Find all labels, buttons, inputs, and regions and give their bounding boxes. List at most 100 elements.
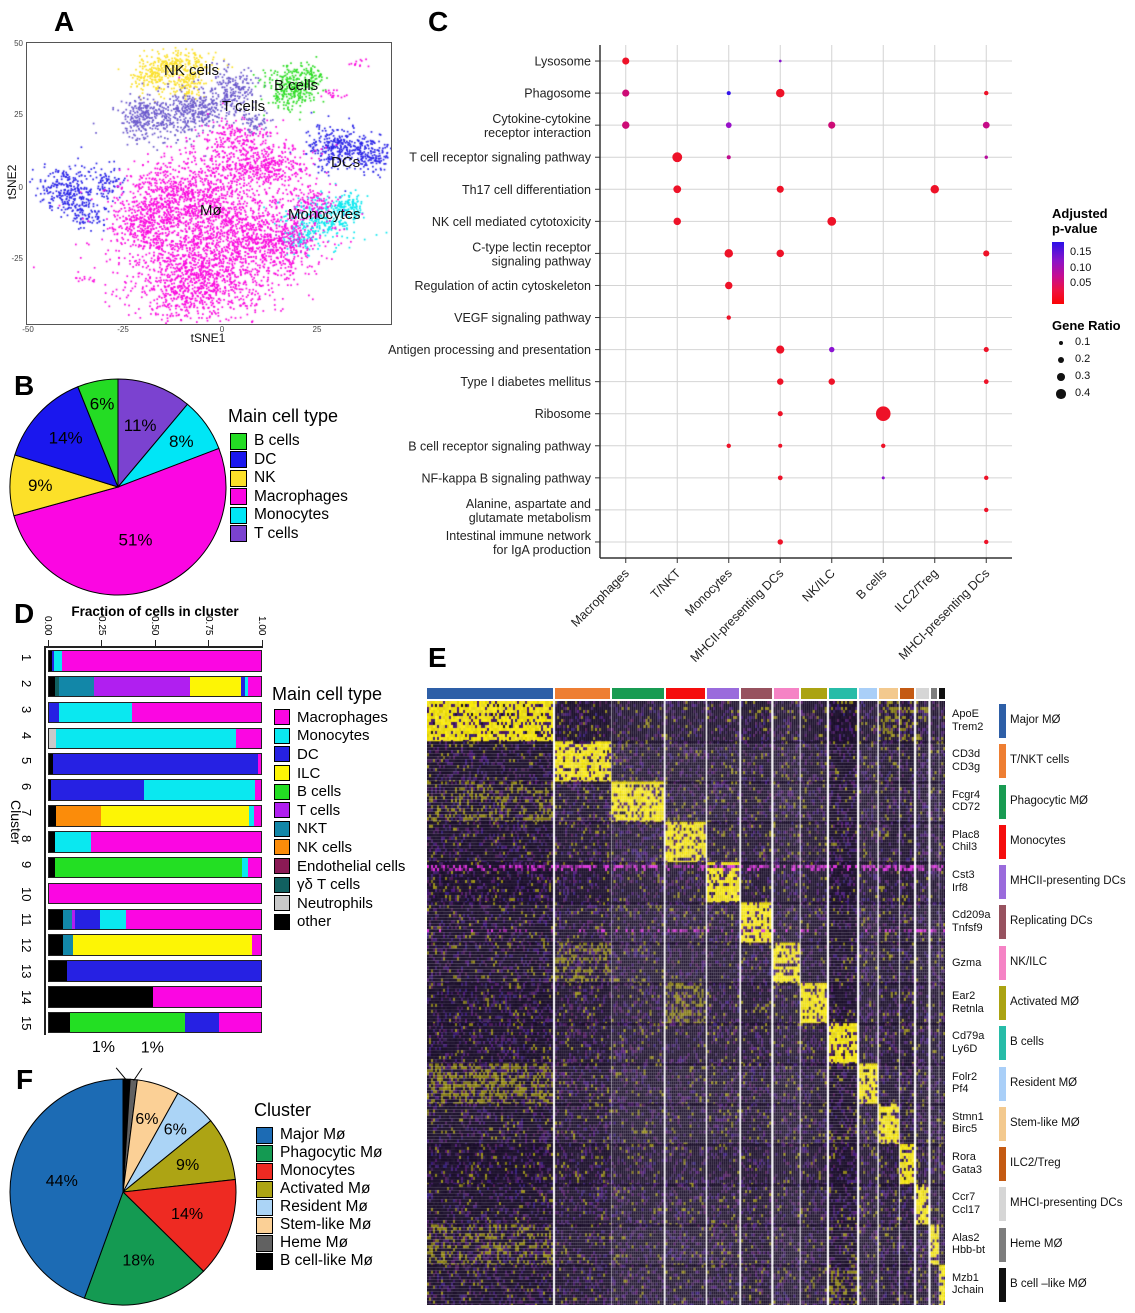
bar-chart-y-label: Cluster [8,800,24,845]
heatmap-gene-label: Cd209a Tnfsf9 [952,909,998,934]
bar-segment [56,806,101,826]
bar-segment [58,676,94,697]
pathway-dot [930,185,939,194]
legend-label: Macrophages [254,487,348,505]
pie-slice-label: 8% [169,432,194,451]
pathway-dot [776,185,784,193]
gene-name: Rora [952,1151,976,1164]
pathway-row-label: VEGF signaling pathway [454,311,592,325]
gene-name: Stmn1 [952,1110,984,1123]
gene-name: Trem2 [952,720,984,733]
pathway-dot [984,507,989,513]
bar-chart-title: Fraction of cells in cluster [71,604,239,619]
heatmap-gene-label: Alas2 Hbb-bt [952,1232,998,1257]
cluster-bar [48,650,262,672]
gene-name: Ear2 [952,990,976,1002]
cluster-bar-number: 12 [19,938,34,953]
bar-segment [93,676,190,697]
pathway-dot [776,345,785,354]
bar-segment [49,754,54,774]
heatmap-cluster-name: MHCI-presenting DCs [1010,1197,1123,1210]
gene-ratio-tick-label: 0.4 [1075,387,1091,399]
heatmap-cluster-name: MHCII-presenting DCs [1010,875,1126,888]
bar-segment [70,1012,185,1033]
legend-label: Activated Mø [280,1180,371,1197]
bar-segment [253,806,261,826]
panel-c-label: C [428,6,449,37]
tsne-y-tick: -25 [11,254,23,263]
bar-segment [55,831,92,852]
celltype-col-label: MHCI-presenting DCs [896,566,992,662]
bar-x-tick-label: 0.00 [42,616,53,636]
pie-slice-label: 51% [119,530,153,549]
pvalue-tick-label: 0.05 [1070,277,1092,289]
gene-name: Alas2 [952,1231,980,1244]
cluster-bar [48,727,262,750]
pie-f-legend-title: Cluster [254,1100,312,1120]
bar-x-tick-label: 0.75 [202,616,214,636]
legend-swatch [256,1180,273,1198]
pathway-dot [672,152,683,163]
legend-label: Monocytes [297,727,370,745]
pie-slice [14,386,119,488]
legend-swatch [274,802,290,819]
heatmap-gene-label: ApoE Trem2 [952,708,998,733]
legend-item: Monocytes [230,506,348,525]
pathway-row-label: Phagosome [524,87,591,101]
bar-segment [49,1012,71,1033]
gene-name: Ccr7 [952,1191,976,1204]
pathway-row-label: Antigen processing and presentation [388,343,591,357]
tsne-y-tick: 50 [14,39,23,48]
legend-item: ILC [274,764,405,783]
gene-ratio-legend-title: Gene Ratio [1052,318,1121,333]
gene-name: CD3g [952,760,981,773]
cluster-bar [48,960,262,982]
bar-segment [255,780,261,800]
pie-slice-label: 11% [124,416,157,435]
tsne-y-tick: 25 [14,110,23,119]
heatmap-cluster-name: Monocytes [1010,834,1066,847]
legend-swatch [230,525,247,543]
pie-slice [9,1078,124,1299]
tsne1-axis-label: tSNE1 [190,331,226,345]
bar-segment [53,754,258,774]
legend-label: Monocytes [280,1162,355,1179]
pathway-dot [984,539,989,545]
heatmap-canvas [427,701,945,1305]
pathway-dot [777,475,783,481]
cluster-bar [48,882,262,905]
cluster-bar-number: 2 [19,679,34,688]
gene-name: Ccl17 [952,1203,981,1216]
pathway-dot [881,443,886,448]
legend-item: Macrophages [274,708,405,727]
gene-name: CD3d [952,748,981,761]
legend-label: Endothelial cells [297,857,406,875]
gene-ratio-dot [1056,389,1066,399]
legend-label: Monocytes [254,506,329,524]
pie-slice-label: 14% [49,429,83,448]
heatmap-cluster-name: Replicating DCs [1010,915,1093,928]
heatmap-cluster-swatch [999,1187,1006,1222]
bar-segment [51,651,55,671]
tsne-scatter-canvas [26,42,392,325]
heatmap-gene-label: Mzb1 Jchain [952,1272,998,1297]
heatmap-cluster-swatch [999,744,1006,779]
pathway-dot [726,315,731,320]
pie-slice-label: 6% [135,1111,158,1128]
pathway-dot [829,346,835,353]
pvalue-gradient-bar [1052,242,1064,304]
legend-item: T cells [274,801,405,820]
pathway-dot [982,121,990,129]
heatmap-gene-label: Cd79a Ly6D [952,1030,998,1055]
bar-segment [49,909,63,930]
bar-segment [55,857,242,878]
cluster-bar-number: 4 [19,731,34,739]
legend-item: NK [230,469,348,488]
bar-segment [62,651,261,671]
pathway-dot [827,216,837,226]
celltype-col-label: MHCII-presenting DCs [688,566,787,665]
cluster-bar-number: 14 [19,990,34,1005]
pie-label-leader [133,1067,143,1081]
heatmap-gene-label: Stmn1 Birc5 [952,1111,998,1136]
